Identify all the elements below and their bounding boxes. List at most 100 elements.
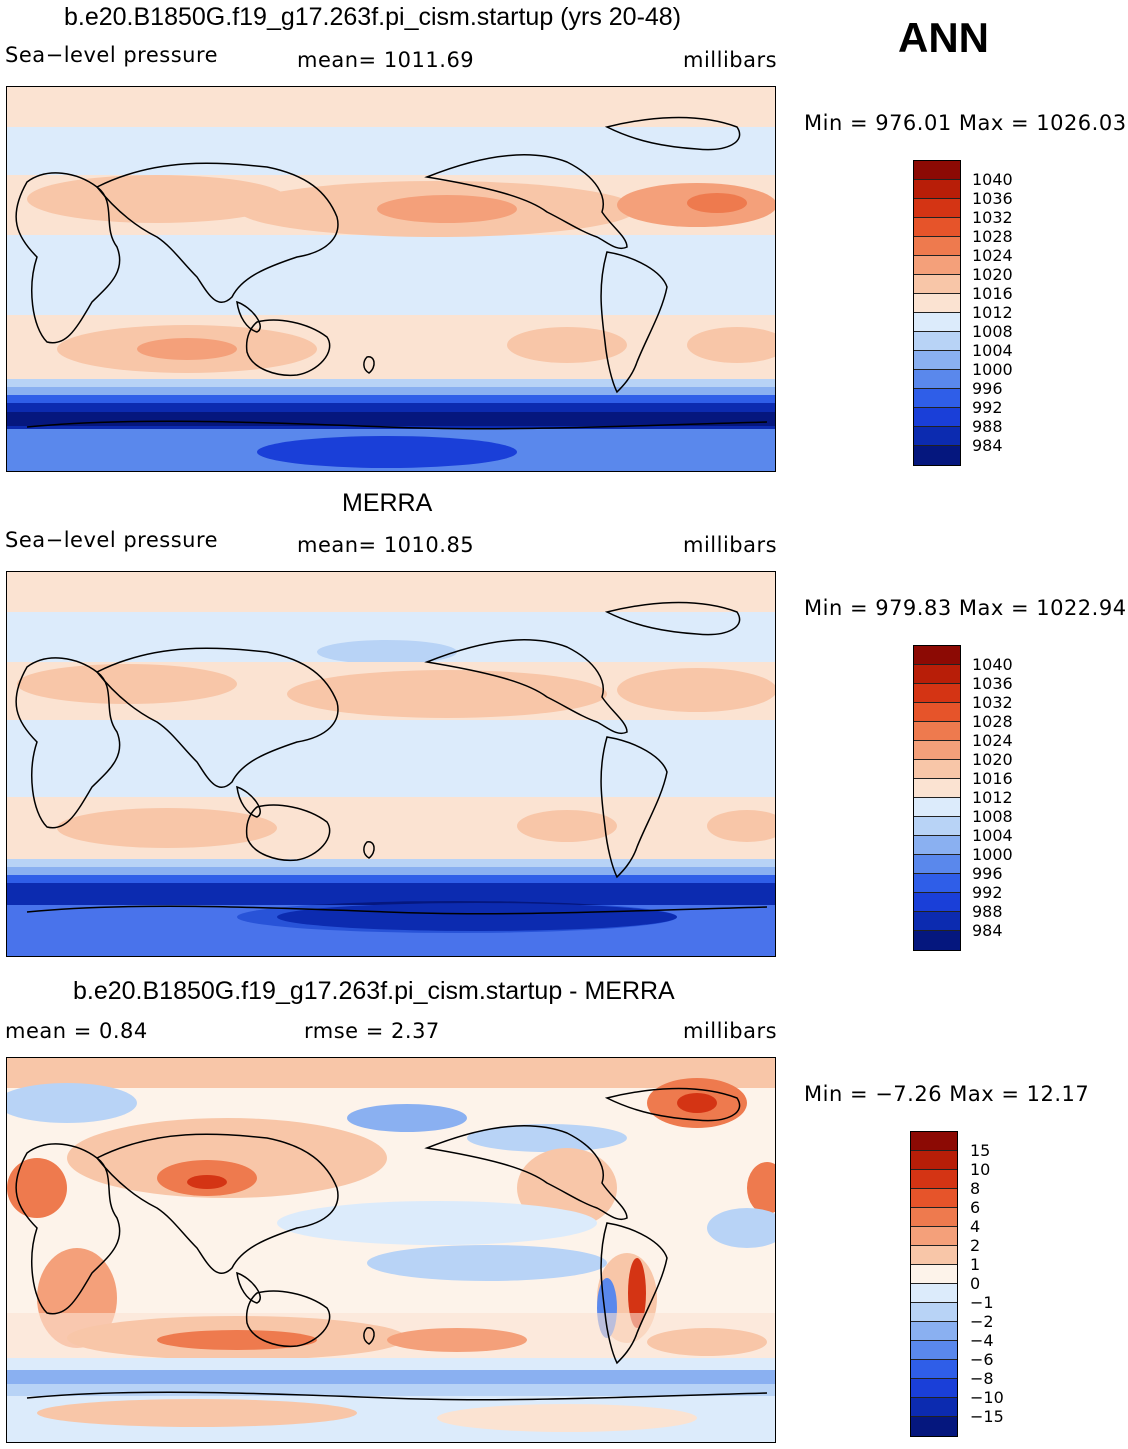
panel1-minmax: Min = 976.01 Max = 1026.03 [804, 111, 1127, 135]
colorbar-tick-label: −10 [970, 1388, 1004, 1407]
panel3-colorbar [910, 1131, 958, 1437]
colorbar-tick-label: 992 [972, 398, 1003, 417]
colorbar-swatch [911, 1360, 957, 1379]
colorbar-swatch [914, 256, 960, 275]
colorbar-swatch [914, 332, 960, 351]
colorbar-swatch [914, 722, 960, 741]
colorbar-tick-label: 1032 [972, 208, 1013, 227]
colorbar-swatch [914, 931, 960, 950]
colorbar-tick-label: 1004 [972, 341, 1013, 360]
colorbar-swatch [911, 1151, 957, 1170]
colorbar-tick-label: 1020 [972, 750, 1013, 769]
panel3-units-label: millibars [683, 1019, 778, 1043]
colorbar-tick-label: 0 [970, 1274, 981, 1293]
panel3-title: b.e20.B1850G.f19_g17.263f.pi_cism.startu… [73, 977, 675, 1005]
colorbar-swatch [914, 741, 960, 760]
panel1-colorbar [913, 160, 961, 466]
colorbar-tick-label: 1 [970, 1255, 981, 1274]
colorbar-tick-label: 1024 [972, 731, 1013, 750]
colorbar-tick-label: 1012 [972, 788, 1013, 807]
panel3-colorbar-labels: 15 10 8 6 4 2 1 0 −1 −2 −4 −6 −8 −10 −15 [970, 1141, 1004, 1426]
colorbar-tick-label: 1040 [972, 655, 1013, 674]
colorbar-tick-label: 996 [972, 864, 1003, 883]
colorbar-swatch [911, 1322, 957, 1341]
colorbar-swatch [911, 1132, 957, 1151]
colorbar-tick-label: 1004 [972, 826, 1013, 845]
colorbar-tick-label: −1 [970, 1293, 994, 1312]
colorbar-swatch [911, 1341, 957, 1360]
colorbar-tick-label: 1012 [972, 303, 1013, 322]
colorbar-swatch [914, 427, 960, 446]
colorbar-swatch [914, 836, 960, 855]
colorbar-tick-label: 1000 [972, 360, 1013, 379]
colorbar-tick-label: 988 [972, 417, 1003, 436]
colorbar-tick-label: 1020 [972, 265, 1013, 284]
colorbar-tick-label: 15 [970, 1141, 991, 1160]
colorbar-swatch [914, 218, 960, 237]
colorbar-swatch [914, 408, 960, 427]
panel2-variable-label: Sea−level pressure [5, 528, 219, 552]
colorbar-tick-label: 996 [972, 379, 1003, 398]
colorbar-tick-label: −2 [970, 1312, 994, 1331]
colorbar-swatch [911, 1379, 957, 1398]
colorbar-swatch [914, 665, 960, 684]
colorbar-swatch [911, 1208, 957, 1227]
colorbar-swatch [914, 703, 960, 722]
colorbar-tick-label: 10 [970, 1160, 991, 1179]
colorbar-swatch [914, 684, 960, 703]
colorbar-swatch [911, 1170, 957, 1189]
colorbar-tick-label: 6 [970, 1198, 981, 1217]
colorbar-tick-label: 1028 [972, 712, 1013, 731]
colorbar-swatch [914, 180, 960, 199]
colorbar-swatch [914, 275, 960, 294]
colorbar-swatch [914, 446, 960, 465]
panel1-units-label: millibars [683, 48, 778, 72]
panel1-colorbar-labels: 1040 1036 1032 1028 1024 1020 1016 1012 … [972, 170, 1013, 455]
colorbar-tick-label: 1036 [972, 189, 1013, 208]
colorbar-swatch [914, 370, 960, 389]
colorbar-swatch [914, 389, 960, 408]
colorbar-swatch [914, 760, 960, 779]
colorbar-tick-label: 8 [970, 1179, 981, 1198]
season-label: ANN [898, 14, 989, 61]
panel2-units-label: millibars [683, 533, 778, 557]
panel3-rmse-label: rmse = 2.37 [304, 1019, 440, 1043]
colorbar-swatch [911, 1284, 957, 1303]
colorbar-swatch [914, 199, 960, 218]
panel2-map [6, 571, 776, 957]
panel2-colorbar-labels: 1040 1036 1032 1028 1024 1020 1016 1012 … [972, 655, 1013, 940]
colorbar-tick-label: 1016 [972, 284, 1013, 303]
colorbar-tick-label: −8 [970, 1369, 994, 1388]
panel3-mean-label: mean = 0.84 [5, 1019, 148, 1043]
colorbar-tick-label: 1032 [972, 693, 1013, 712]
colorbar-swatch [911, 1398, 957, 1417]
panel3-map [6, 1057, 776, 1443]
colorbar-swatch [914, 351, 960, 370]
colorbar-tick-label: 1028 [972, 227, 1013, 246]
panel1-mean-label: mean= 1011.69 [297, 48, 475, 72]
colorbar-swatch [911, 1246, 957, 1265]
colorbar-tick-label: 984 [972, 921, 1003, 940]
colorbar-tick-label: 1036 [972, 674, 1013, 693]
colorbar-swatch [911, 1303, 957, 1322]
colorbar-tick-label: 992 [972, 883, 1003, 902]
colorbar-swatch [914, 912, 960, 931]
colorbar-tick-label: −4 [970, 1331, 994, 1350]
colorbar-swatch [914, 313, 960, 332]
colorbar-tick-label: 1016 [972, 769, 1013, 788]
colorbar-swatch [914, 161, 960, 180]
colorbar-tick-label: 1040 [972, 170, 1013, 189]
colorbar-tick-label: −15 [970, 1407, 1004, 1426]
colorbar-swatch [914, 798, 960, 817]
panel2-mean-label: mean= 1010.85 [297, 533, 475, 557]
colorbar-tick-label: 988 [972, 902, 1003, 921]
colorbar-swatch [914, 855, 960, 874]
colorbar-tick-label: 1024 [972, 246, 1013, 265]
panel3-minmax: Min = −7.26 Max = 12.17 [804, 1082, 1090, 1106]
colorbar-swatch [911, 1189, 957, 1208]
colorbar-tick-label: 2 [970, 1236, 981, 1255]
panel2-minmax: Min = 979.83 Max = 1022.94 [804, 596, 1127, 620]
panel1-variable-label: Sea−level pressure [5, 43, 219, 67]
colorbar-swatch [914, 294, 960, 313]
colorbar-swatch [914, 646, 960, 665]
